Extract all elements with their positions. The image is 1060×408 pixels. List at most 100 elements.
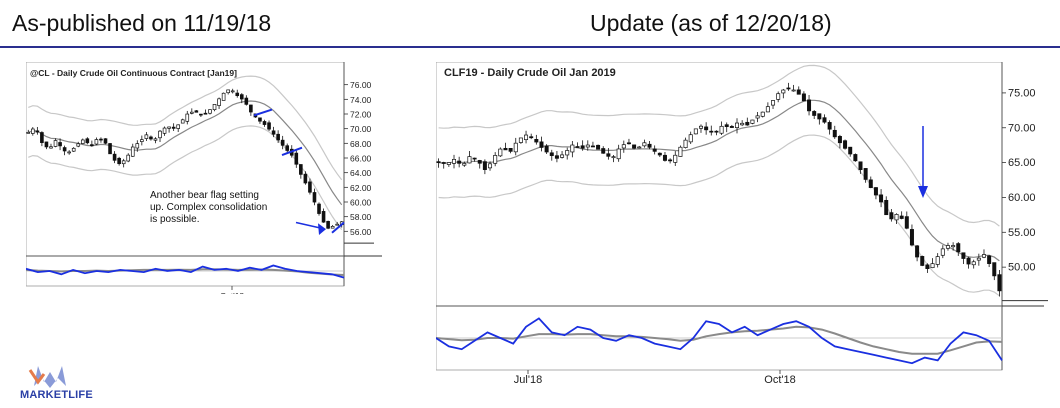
candle-body	[668, 159, 673, 162]
candle-body	[467, 156, 472, 164]
right-chart-panel: 75.00 70.00 65.00 60.00 55.00 50.00 CLF19 - Da…	[435, 61, 1050, 402]
candle-body	[258, 117, 262, 122]
candle-body	[203, 112, 208, 115]
candle-body	[760, 111, 765, 117]
candle-body	[126, 154, 131, 162]
y-tick-label: 62.00	[350, 183, 372, 193]
y-tick-label: 72.00	[350, 110, 372, 120]
candle-body	[611, 156, 616, 159]
candle-body	[812, 111, 817, 116]
candle-body	[335, 223, 339, 226]
candle-body	[843, 140, 848, 149]
candle-body	[534, 139, 539, 143]
candle-body	[940, 248, 945, 256]
candle-body	[49, 146, 53, 149]
candle-body	[745, 121, 750, 126]
left-chart-svg: 76.00 74.00 72.00 70.00 68.00 66.00 64.00 62.00…	[25, 61, 382, 301]
candle-body	[879, 194, 884, 203]
candle-body	[130, 146, 135, 157]
chart-title: CLF19 - Daily Crude Oil Jan 2019	[444, 67, 616, 79]
y-tick-label: 76.00	[350, 80, 372, 90]
candle-body	[180, 119, 185, 124]
x-tick-label: Oct'18	[220, 291, 245, 294]
candle-body	[235, 92, 240, 97]
candle-body	[575, 146, 580, 148]
y-tick-label: 70.00	[350, 124, 372, 134]
candle-body	[632, 144, 637, 149]
candle-body	[642, 142, 647, 147]
candle-body	[570, 144, 575, 153]
upper-band-line	[438, 64, 1000, 227]
candle-body	[85, 138, 90, 144]
candle-body	[740, 122, 745, 126]
y-tick-label: 60.00	[350, 198, 372, 208]
candle-body	[167, 126, 171, 129]
candle-body	[909, 229, 914, 246]
candle-body	[714, 130, 719, 133]
candle-body	[925, 264, 930, 270]
y-tick-label: 58.00	[350, 212, 372, 222]
candle-body	[452, 158, 457, 164]
candle-body	[267, 122, 271, 130]
marketlife-logo-icon	[28, 366, 66, 388]
left-chart-panel: 76.00 74.00 72.00 70.00 68.00 66.00 64.00 62.00…	[25, 61, 388, 301]
candle-body	[771, 100, 776, 106]
candle-body	[185, 113, 190, 122]
candle-body	[40, 132, 44, 143]
candle-body	[678, 146, 683, 157]
candle-body	[554, 155, 559, 159]
candle-body	[62, 147, 67, 152]
candle-body	[704, 126, 709, 131]
y-tick-label: 74.00	[350, 95, 372, 105]
candle-body	[596, 144, 601, 150]
plot-frame	[435, 61, 1003, 371]
candle-body	[750, 119, 755, 124]
candle-body	[755, 115, 760, 119]
candle-body	[786, 87, 791, 90]
candle-body	[673, 154, 678, 163]
candle-body	[997, 274, 1002, 292]
candle-body	[446, 162, 451, 165]
candle-body	[299, 164, 303, 175]
candle-body	[508, 148, 513, 152]
candle-body	[709, 130, 714, 133]
candle-body	[498, 148, 503, 157]
candle-body	[688, 134, 693, 143]
candle-body	[894, 214, 899, 221]
y-tick-label: 70.00	[1008, 122, 1036, 134]
candle-body	[961, 252, 966, 259]
header-bar: As-published on 11/19/18 Update (as of 1…	[0, 0, 1060, 48]
candle-body	[176, 124, 180, 129]
candle-body	[312, 192, 317, 203]
candle-body	[647, 143, 652, 148]
candle-body	[441, 162, 446, 164]
y-tick-label: 56.00	[350, 227, 372, 237]
flag-line	[281, 146, 303, 157]
candle-body	[698, 125, 703, 129]
candle-body	[58, 142, 62, 147]
candle-body	[626, 142, 631, 145]
candle-body	[249, 104, 253, 113]
header-right-title: Update (as of 12/20/18)	[590, 10, 832, 36]
candle-body	[103, 138, 108, 144]
candle-body	[637, 146, 642, 149]
candle-body	[683, 139, 688, 148]
candle-body	[135, 143, 140, 149]
candle-body	[971, 261, 976, 266]
candle-body	[221, 92, 226, 101]
candle-body	[472, 157, 477, 160]
annotation-text: up. Complex consolidation	[150, 202, 267, 213]
lower-band-line	[438, 134, 1000, 297]
candle-body	[80, 139, 85, 144]
oscillator-line	[25, 264, 345, 279]
candle-body	[832, 129, 837, 138]
candle-body	[837, 136, 842, 144]
signal-arrowhead-icon	[918, 186, 928, 198]
candle-body	[294, 152, 299, 165]
candle-body	[90, 144, 94, 147]
candle-body	[791, 89, 796, 92]
candle-body	[230, 90, 235, 93]
candle-body	[590, 145, 595, 148]
candle-body	[262, 121, 267, 125]
y-tick-label: 65.00	[1008, 157, 1036, 169]
